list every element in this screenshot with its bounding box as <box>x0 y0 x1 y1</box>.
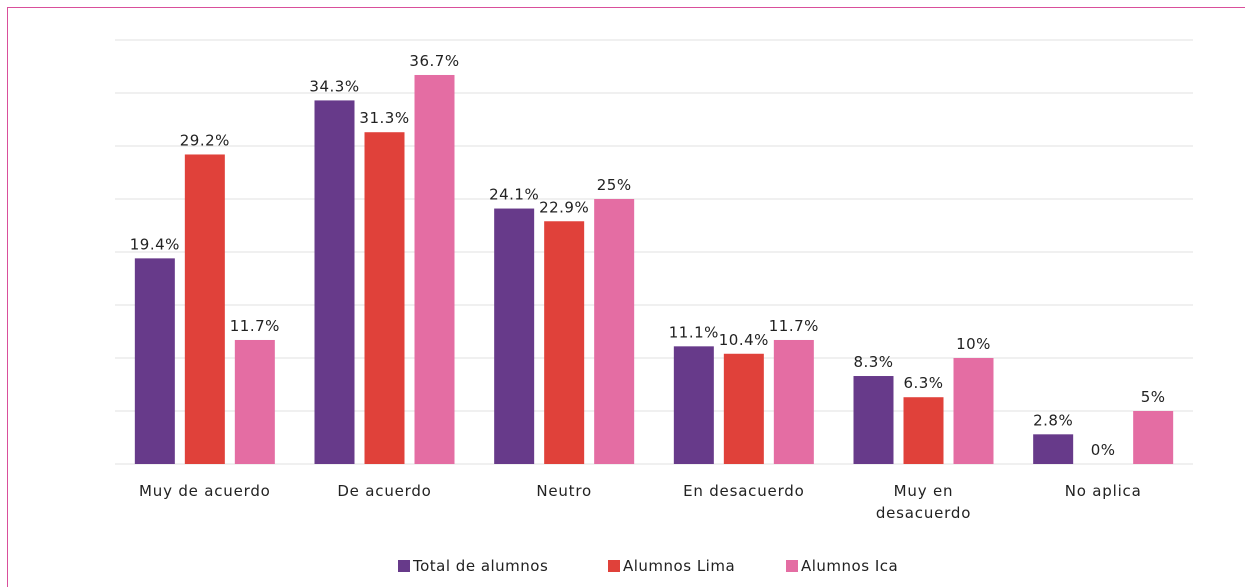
bar <box>544 221 585 464</box>
value-label: 22.9% <box>539 198 589 216</box>
value-label: 19.4% <box>130 235 180 253</box>
value-label: 10% <box>956 335 991 353</box>
value-label: 11.7% <box>230 317 280 335</box>
value-label: 10.4% <box>719 331 769 349</box>
bar <box>723 353 764 464</box>
bar <box>184 154 225 465</box>
frame <box>7 7 1245 587</box>
bar <box>494 208 535 464</box>
bar <box>953 358 994 464</box>
value-label: 5% <box>1141 388 1166 406</box>
legend-label: Alumnos Lima <box>623 557 735 575</box>
bar <box>364 132 405 464</box>
bar <box>414 74 455 464</box>
bar <box>903 397 944 464</box>
x-tick-label: En desacuerdo <box>683 482 805 500</box>
value-label: 24.1% <box>489 186 539 204</box>
x-tick-label: Muy en desacuerdo <box>875 482 972 522</box>
bar <box>853 376 894 464</box>
bar <box>1133 411 1174 464</box>
value-label: 36.7% <box>409 52 459 70</box>
value-label: 31.3% <box>359 109 409 127</box>
bar <box>1033 434 1074 464</box>
x-tick-label: No aplica <box>1064 482 1142 500</box>
x-tick-label: Muy de acuerdo <box>139 482 271 500</box>
bar <box>673 346 714 464</box>
value-label: 6.3% <box>903 374 943 392</box>
x-tick-label: Neutro <box>536 482 592 500</box>
bar <box>314 100 355 465</box>
bar <box>134 258 175 464</box>
value-label: 25% <box>597 176 632 194</box>
bar <box>773 339 814 464</box>
bar <box>594 199 635 464</box>
legend-swatch <box>608 560 620 572</box>
legend-swatch <box>398 560 410 572</box>
legend-swatch <box>786 560 798 572</box>
legend-label: Alumnos Ica <box>801 557 898 575</box>
value-label: 11.7% <box>769 317 819 335</box>
value-label: 11.1% <box>669 323 719 341</box>
legend-label: Total de alumnos <box>412 557 548 575</box>
value-label: 0% <box>1091 441 1116 459</box>
value-label: 2.8% <box>1033 411 1073 429</box>
value-label: 8.3% <box>853 353 893 371</box>
value-label: 29.2% <box>180 131 230 149</box>
value-label: 34.3% <box>309 77 359 95</box>
bar <box>234 339 275 464</box>
x-tick-label: De acuerdo <box>337 482 432 500</box>
